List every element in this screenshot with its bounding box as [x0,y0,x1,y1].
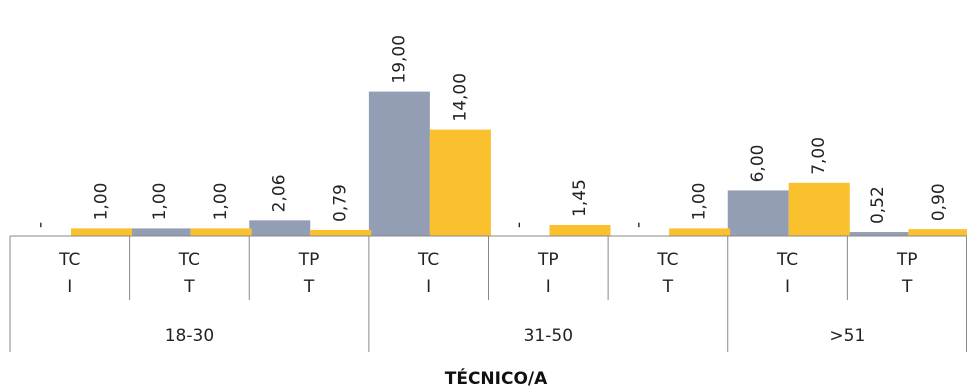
category-label-1-line2: I [67,277,72,297]
bar-series2-cat8 [908,229,967,236]
category-label-5-line2: I [546,277,551,297]
value-label-series2-cat3: 0,79 [331,184,351,222]
value-label-series1-cat8: 0,52 [868,186,888,224]
bar-series1-cat3 [249,220,311,236]
category-label-2-line2: T [183,277,195,297]
bar-series1-cat7 [727,190,789,236]
value-label-series2-cat7: 7,00 [809,137,829,175]
bar-series1-cat2 [129,228,191,236]
bar-series2-cat6 [669,228,731,236]
bar-series2-cat7 [788,182,850,236]
value-label-series1-cat3: 2,06 [270,174,290,212]
bar-series1-cat8 [847,232,909,236]
value-labels-layer: - 1,00 2,06 19,00 - - 6,00 0,52 1,00 1,00 0,79 14,0… [31,35,949,228]
category-label-8-line1: TP [896,250,918,270]
category-label-6-line2: T [662,277,674,297]
value-label-series1-cat6: - [629,222,649,228]
value-label-series2-cat1: 1,00 [92,183,112,221]
category-label-3-line2: T [303,277,315,297]
bar-series2-cat1 [71,228,132,236]
value-label-series2-cat4: 14,00 [450,73,470,122]
value-label-series1-cat5: - [509,222,529,228]
value-label-series2-cat6: 1,00 [690,183,710,221]
value-label-series1-cat1: - [31,222,51,228]
group-label-2: 31-50 [524,326,573,346]
value-label-series1-cat7: 6,00 [748,145,768,183]
category-label-4-line2: I [426,277,431,297]
category-axis: TC I TC T TP T TC I TP I TC T TC I TP T 18-30 31-50 >51 [9,235,967,352]
bar-series2-cat5 [549,224,611,236]
value-label-series2-cat2: 1,00 [211,183,231,221]
value-label-series2-cat5: 1,45 [570,179,590,217]
category-label-7-line1: TC [776,250,798,270]
value-label-series1-cat2: 1,00 [150,183,170,221]
x-axis-title: TÉCNICO/A [445,367,548,389]
bar-series2-cat2 [190,228,252,236]
group-label-3: >51 [829,326,865,346]
value-label-series1-cat4: 19,00 [389,35,409,84]
category-label-2-line1: TC [178,250,200,270]
category-label-5-line1: TP [537,250,559,270]
bars-layer [71,91,967,236]
bar-series2-cat4 [429,129,491,236]
value-label-series2-cat8: 0,90 [929,183,949,221]
bar-series2-cat3 [310,229,372,236]
category-label-7-line2: I [785,277,790,297]
group-label-1: 18-30 [165,326,214,346]
category-label-6-line1: TC [656,250,678,270]
category-label-8-line2: T [901,277,913,297]
category-label-3-line1: TP [298,250,320,270]
bar-series1-cat4 [368,91,430,236]
category-label-1-line1: TC [58,250,80,270]
category-label-4-line1: TC [417,250,439,270]
